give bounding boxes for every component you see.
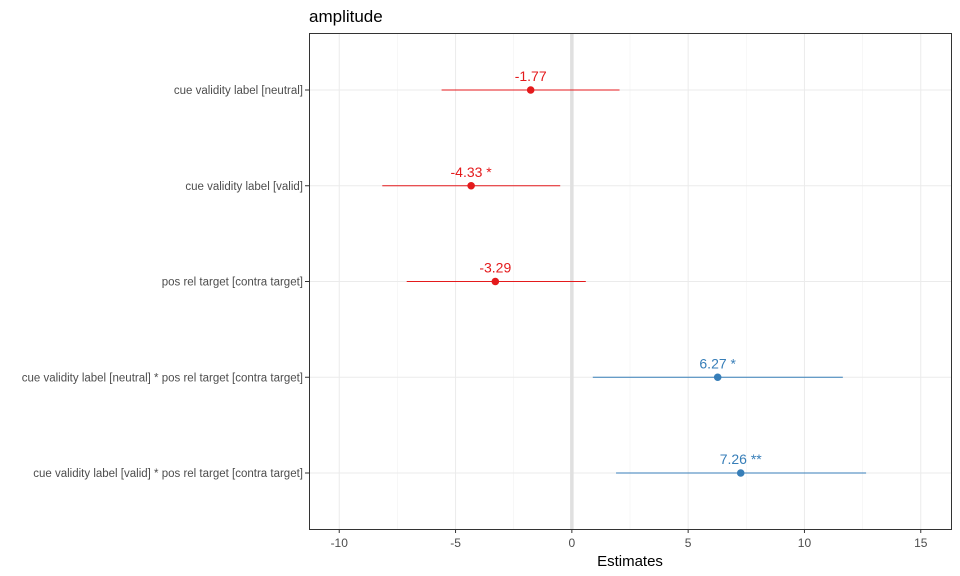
x-tick-label: -10: [331, 536, 349, 550]
chart-title: amplitude: [309, 7, 383, 26]
estimate-point: [736, 469, 745, 477]
x-tick-label: -5: [450, 536, 461, 550]
estimate-point: [713, 373, 722, 382]
x-tick-label: 10: [798, 536, 812, 550]
y-tick-label: cue validity label [neutral]: [174, 85, 303, 97]
grid: [309, 33, 951, 529]
y-tick-label: cue validity label [valid] * pos rel tar…: [33, 468, 303, 480]
x-axis: -10 -5 0 5 10 15: [331, 529, 928, 550]
estimate-point: [467, 181, 475, 190]
estimate-label: 7.26 **: [720, 451, 763, 467]
estimate-label: -1.77: [515, 68, 547, 84]
estimate-point: [491, 277, 500, 286]
y-tick-label: cue validity label [neutral] * pos rel t…: [22, 372, 303, 384]
y-tick-label: cue validity label [valid]: [185, 181, 303, 193]
y-axis: cue validity label [neutral] cue validity…: [22, 85, 309, 480]
x-tick-label: 5: [685, 536, 692, 550]
estimate-label: -4.33 *: [451, 164, 493, 180]
estimate-point: [526, 86, 535, 94]
x-tick-label: 0: [569, 536, 576, 550]
estimate-label: -3.29: [479, 260, 511, 276]
estimate-label: 6.27 *: [699, 355, 736, 371]
estimates: -1.77 -4.33 * -3.29 6.27 * 7.26 **: [382, 68, 867, 477]
x-axis-label: Estimates: [597, 553, 663, 570]
y-tick-label: pos rel target [contra target]: [162, 277, 303, 289]
x-tick-label: 15: [914, 536, 928, 550]
plot-panel: [309, 33, 952, 530]
